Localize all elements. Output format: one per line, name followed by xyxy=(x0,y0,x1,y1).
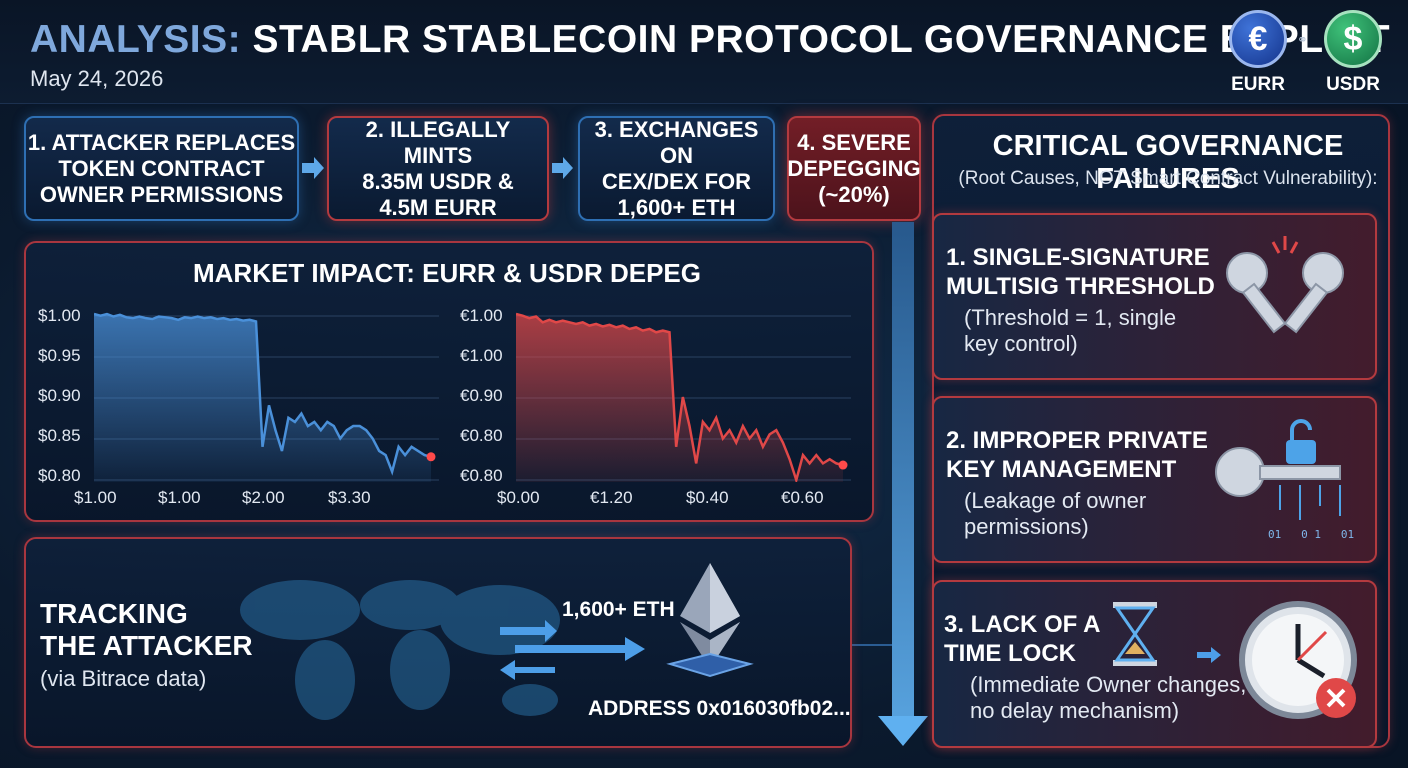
title-main: STABLR STABLECOIN PROTOCOL GOVERNANCE EX… xyxy=(252,18,1391,61)
step-arrow-icon xyxy=(552,157,573,179)
series-area xyxy=(94,314,431,482)
attacker-address: ADDRESS 0x016030fb02... xyxy=(588,697,851,720)
governance-subtitle: (Root Causes, NOT Smart Contract Vulnera… xyxy=(958,168,1378,189)
governance-title: CRITICAL GOVERNANCE FAILURES xyxy=(992,130,1344,195)
chart2-xtick: €0.60 xyxy=(781,488,824,507)
chart1-ytick: $0.85 xyxy=(38,426,81,445)
eurr-chart-eur xyxy=(516,312,851,482)
dollar-symbol: $ xyxy=(1343,19,1363,58)
eth-amount-label: 1,600+ ETH xyxy=(562,598,675,621)
series-area xyxy=(516,314,843,482)
eurr-usdr-chart-usd xyxy=(94,312,439,482)
tracking-title: TRACKING THE ATTACKER xyxy=(40,598,253,661)
chart1-ytick: $0.90 xyxy=(38,386,81,405)
step-3-box: 3. EXCHANGES ON CEX/DEX FOR 1,600+ ETH xyxy=(578,116,775,221)
failure-title-1: 1. SINGLE-SIGNATURE MULTISIG THRESHOLD xyxy=(946,244,1215,300)
clock-icon xyxy=(1239,601,1357,719)
failure-card-1 xyxy=(932,213,1377,380)
chart2-ytick: €1.00 xyxy=(460,306,503,325)
series-endpoint xyxy=(426,452,436,462)
chart1-ytick: $0.80 xyxy=(38,466,81,485)
usdr-label: USDR xyxy=(1326,74,1380,95)
chart2-ytick: €0.80 xyxy=(460,466,503,485)
chart2-ytick: €0.90 xyxy=(460,386,503,405)
report-date: May 24, 2026 xyxy=(30,66,164,91)
header-bar xyxy=(0,0,1408,104)
eurr-label: EURR xyxy=(1231,74,1285,95)
tracking-subtitle: (via Bitrace data) xyxy=(40,666,207,691)
page-title: ANALYSIS: STABLR STABLECOIN PROTOCOL GOV… xyxy=(30,18,1390,62)
series-line xyxy=(516,312,844,482)
chart1-xtick: $1.00 xyxy=(74,488,117,507)
euro-symbol: € xyxy=(1248,19,1268,58)
step-4-box: 4. SEVERE DEPEGGING (~20%) xyxy=(787,116,921,221)
chart1-xtick: $2.00 xyxy=(242,488,285,507)
flow-down-arrow-shaft xyxy=(892,222,914,718)
step-arrow-icon xyxy=(302,157,324,179)
failure-desc-3: (Immediate Owner changes, no delay mecha… xyxy=(970,672,1247,723)
failure-title-3: 3. LACK OF A TIME LOCK xyxy=(944,611,1101,667)
binary-text: 01 0 1 01 xyxy=(1268,528,1355,541)
broken-keys-icon xyxy=(1226,236,1344,334)
series-endpoint xyxy=(838,460,848,470)
series-line xyxy=(94,312,432,476)
market-impact-title: MARKET IMPACT: EURR & USDR DEPEG xyxy=(193,258,701,288)
platform-icon xyxy=(666,652,754,678)
flow-down-arrow-head xyxy=(878,716,928,746)
chart1-xtick: $3.30 xyxy=(328,488,371,507)
euro-coin-icon: € xyxy=(1229,10,1287,68)
dollar-coin-icon: $ xyxy=(1324,10,1382,68)
failure-desc-1: (Threshold = 1, single key control) xyxy=(964,305,1177,356)
link-icon: ⚭ xyxy=(1297,32,1308,47)
chart2-ytick: €0.80 xyxy=(460,426,503,445)
ethereum-icon xyxy=(680,563,740,668)
hourglass-icon xyxy=(1113,602,1157,666)
failure-desc-2: (Leakage of owner permissions) xyxy=(964,488,1147,539)
transfer-arrows-icon xyxy=(500,620,645,680)
chart2-ytick: €1.00 xyxy=(460,346,503,365)
arrow-right-icon xyxy=(1197,647,1221,663)
chart2-xtick: €1.20 xyxy=(590,488,633,507)
chart1-xtick: $1.00 xyxy=(158,488,201,507)
chart2-xtick: $0.00 xyxy=(497,488,540,507)
chart1-ytick: $0.95 xyxy=(38,346,81,365)
failure-title-2: 2. IMPROPER PRIVATE KEY MANAGEMENT xyxy=(946,427,1208,483)
step-2-box: 2. ILLEGALLY MINTS 8.35M USDR & 4.5M EUR… xyxy=(327,116,549,221)
chart2-xtick: $0.40 xyxy=(686,488,729,507)
step-1-box: 1. ATTACKER REPLACES TOKEN CONTRACT OWNE… xyxy=(24,116,299,221)
key-lock-icon xyxy=(1215,419,1341,520)
world-map-icon xyxy=(240,580,560,720)
title-prefix: ANALYSIS: xyxy=(30,18,242,61)
chart1-ytick: $1.00 xyxy=(38,306,81,325)
